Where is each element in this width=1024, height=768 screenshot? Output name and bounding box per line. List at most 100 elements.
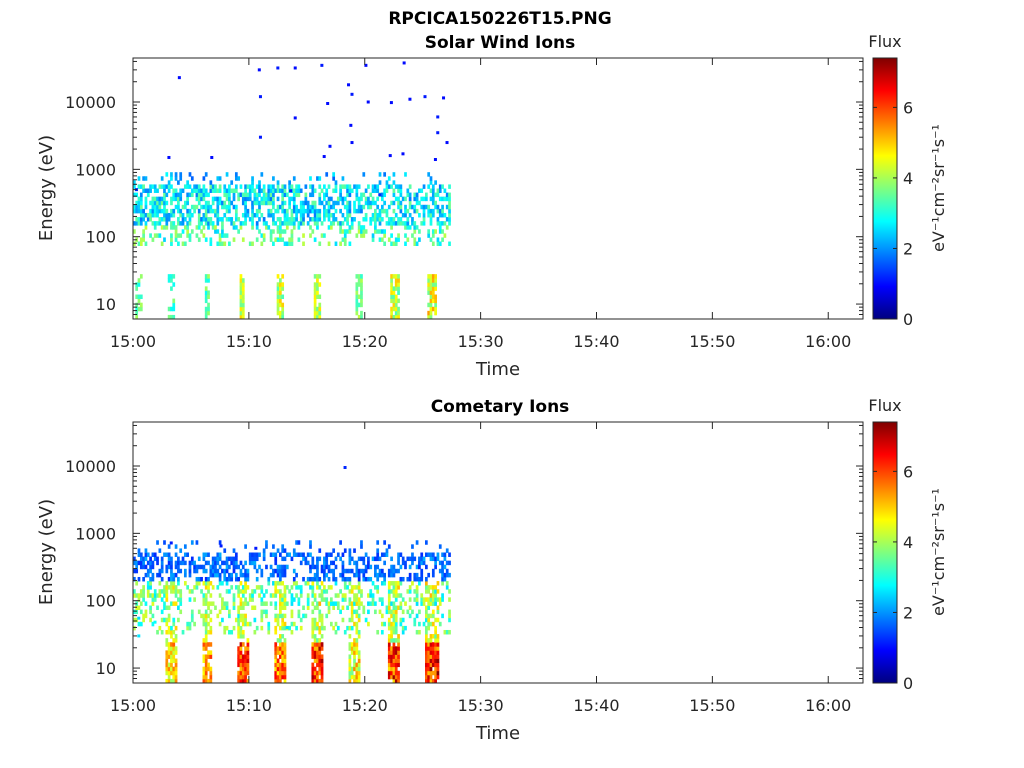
heatmap-cell xyxy=(197,225,201,230)
heatmap-cell xyxy=(438,544,442,549)
heatmap-cell xyxy=(165,593,169,598)
heatmap-cell xyxy=(241,212,245,218)
heatmap-cell xyxy=(269,601,273,606)
heatmap-cell xyxy=(332,172,336,177)
heatmap-cell xyxy=(269,184,273,189)
heatmap-cell xyxy=(167,278,171,283)
heatmap-cell xyxy=(204,568,208,574)
heatmap-cell xyxy=(425,617,428,623)
heatmap-cell xyxy=(355,585,359,590)
heatmap-cell xyxy=(202,225,206,230)
heatmap-cell xyxy=(327,601,331,606)
heatmap-cell xyxy=(209,221,213,226)
heatmap-cell xyxy=(387,674,391,680)
heatmap-cell xyxy=(292,196,296,202)
heatmap-cell xyxy=(170,208,173,214)
heatmap-cell xyxy=(144,572,148,578)
heatmap-cell xyxy=(204,188,208,193)
heatmap-cell xyxy=(142,212,145,218)
heatmap-cell xyxy=(392,593,396,598)
heatmap-cell xyxy=(311,593,315,598)
colorbar-tick-label: 4 xyxy=(903,533,913,552)
solar-wind-ions-panel: Solar Wind Ions 15:00 15:10 15:20 15:30 15:4… xyxy=(36,32,948,380)
heatmap-cell xyxy=(144,564,148,570)
heatmap-cell xyxy=(434,229,437,234)
heatmap-cell xyxy=(316,208,319,214)
heatmap-cell xyxy=(190,613,194,619)
heatmap-cell xyxy=(434,642,437,647)
heatmap-cell xyxy=(413,241,417,246)
heatmap-cell xyxy=(197,208,201,214)
heatmap-cell xyxy=(371,237,375,242)
heatmap-cell xyxy=(448,629,451,635)
heatmap-cell xyxy=(276,658,280,664)
heatmap-cell xyxy=(232,225,236,230)
heatmap-cell xyxy=(211,585,215,590)
heatmap-cell xyxy=(276,674,280,680)
heatmap-cell xyxy=(323,576,326,582)
heatmap-cell xyxy=(304,200,308,206)
heatmap-cell xyxy=(427,605,431,610)
heatmap-cell xyxy=(151,613,155,619)
heatmap-cell xyxy=(269,196,273,202)
heatmap-cell xyxy=(207,225,210,230)
heatmap-cell xyxy=(241,613,245,619)
heatmap-cell xyxy=(179,601,183,606)
heatmap-cell xyxy=(390,233,393,238)
heatmap-cell xyxy=(442,96,446,100)
heatmap-cell xyxy=(387,544,391,549)
heatmap-cell xyxy=(146,560,150,566)
heatmap-cell xyxy=(170,200,173,206)
heatmap-cell xyxy=(283,625,287,631)
heatmap-cell xyxy=(383,560,387,566)
heatmap-cell xyxy=(244,204,247,210)
heatmap-cell xyxy=(394,609,398,615)
heatmap-cell xyxy=(274,208,278,214)
heatmap-cell xyxy=(357,204,361,210)
heatmap-cell xyxy=(153,221,157,226)
heatmap-cell xyxy=(394,306,398,312)
heatmap-cell xyxy=(246,572,250,578)
heatmap-cell xyxy=(399,581,403,586)
heatmap-cell xyxy=(348,581,352,586)
heatmap-cell xyxy=(163,196,166,202)
heatmap-cell xyxy=(357,581,361,586)
heatmap-cell xyxy=(357,666,361,672)
colorbar-tick-label: 6 xyxy=(903,462,913,481)
heatmap-cell xyxy=(188,568,192,574)
heatmap-cell xyxy=(276,617,280,623)
heatmap-cell xyxy=(418,581,421,586)
heatmap-cell xyxy=(244,184,247,189)
heatmap-cell xyxy=(413,225,417,230)
heatmap-cell xyxy=(367,601,370,606)
heatmap-cell xyxy=(357,670,361,676)
heatmap-cell xyxy=(244,666,247,672)
heatmap-cell xyxy=(313,221,317,226)
heatmap-cell xyxy=(360,314,363,320)
heatmap-cell xyxy=(158,217,162,222)
heatmap-cell xyxy=(211,196,215,202)
heatmap-cell xyxy=(281,572,285,578)
heatmap-cell xyxy=(276,237,280,242)
heatmap-cell xyxy=(241,589,245,594)
heatmap-cell xyxy=(309,184,312,189)
heatmap-cell xyxy=(281,200,285,206)
heatmap-cell xyxy=(172,650,176,655)
heatmap-cell xyxy=(339,221,342,226)
heatmap-cell xyxy=(223,184,227,189)
heatmap-cell xyxy=(355,560,359,566)
heatmap-cell xyxy=(357,576,361,582)
heatmap-cell xyxy=(211,184,215,189)
heatmap-cell xyxy=(288,237,291,242)
heatmap-cell xyxy=(369,204,373,210)
heatmap-cell xyxy=(174,678,178,684)
heatmap-cell xyxy=(364,188,368,193)
heatmap-cell xyxy=(313,298,317,304)
heatmap-cell xyxy=(283,613,287,619)
heatmap-cell xyxy=(392,585,396,590)
heatmap-cell xyxy=(318,310,322,316)
heatmap-cell xyxy=(167,544,171,549)
heatmap-cell xyxy=(285,212,289,218)
heatmap-cell xyxy=(399,593,403,598)
